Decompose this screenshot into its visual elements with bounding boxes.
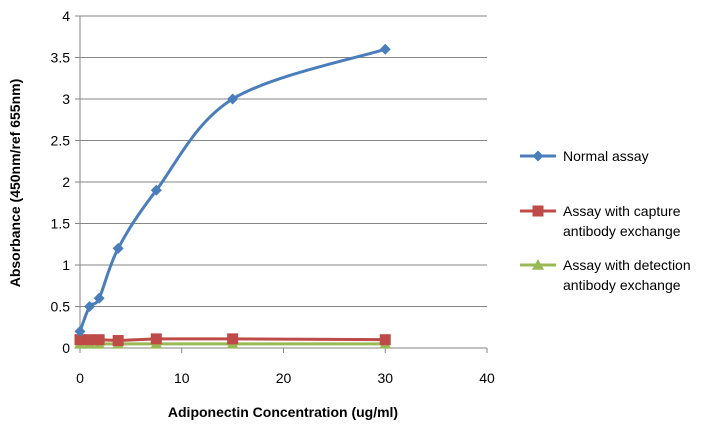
x-tick-label: 0 xyxy=(76,370,84,386)
y-tick-label: 4 xyxy=(62,8,70,24)
tick-labels: 00.511.522.533.540 10 20 30 40 xyxy=(51,8,495,386)
series-1 xyxy=(74,43,391,337)
series-line xyxy=(78,47,387,333)
legend-label: Assay with capture xyxy=(563,203,681,219)
data-point xyxy=(93,334,105,346)
legend-marker xyxy=(532,205,544,217)
data-point xyxy=(227,93,239,105)
y-tick-label: 3 xyxy=(62,91,70,107)
axes xyxy=(75,15,488,353)
legend-item-3: Assay with detection antibody exchange xyxy=(520,257,691,293)
x-tick-label: 30 xyxy=(377,370,393,386)
legend-item-1: Normal assay xyxy=(520,148,649,164)
x-tick-label: 10 xyxy=(174,370,190,386)
plot-area xyxy=(74,43,392,349)
legend-item-2: Assay with capture antibody exchange xyxy=(520,203,681,239)
data-point xyxy=(112,242,124,254)
data-point xyxy=(93,292,105,304)
y-tick-label: 0 xyxy=(62,340,70,356)
y-tick-label: 1 xyxy=(62,257,70,273)
data-point xyxy=(150,333,162,345)
legend: Normal assay Assay with capture antibody e… xyxy=(520,148,691,293)
y-tick-label: 2 xyxy=(62,174,70,190)
series-2 xyxy=(74,333,391,347)
y-tick-label: 1.5 xyxy=(51,216,71,232)
data-point xyxy=(379,334,391,346)
y-tick-label: 2.5 xyxy=(51,133,71,149)
data-point xyxy=(74,334,86,346)
data-point xyxy=(379,43,391,55)
data-point xyxy=(84,334,96,346)
legend-label: Assay with detection xyxy=(563,257,691,273)
y-tick-label: 0.5 xyxy=(51,299,71,315)
y-tick-label: 3.5 xyxy=(51,50,71,66)
data-point xyxy=(112,335,124,347)
legend-label: antibody exchange xyxy=(563,277,681,293)
legend-marker xyxy=(532,259,544,270)
data-point xyxy=(84,301,96,312)
data-point xyxy=(150,184,162,196)
x-axis-title: Adiponectin Concentration (ug/ml) xyxy=(168,404,398,420)
y-axis-title: Absorbance (450nm/ref 655nm) xyxy=(7,79,23,288)
gridlines xyxy=(80,15,487,307)
x-tick-label: 20 xyxy=(276,370,292,386)
data-point xyxy=(227,333,239,345)
data-point xyxy=(74,325,86,337)
legend-label: antibody exchange xyxy=(563,223,681,239)
x-tick-label: 40 xyxy=(479,370,495,386)
legend-label: Normal assay xyxy=(563,148,649,164)
legend-marker xyxy=(532,150,544,162)
